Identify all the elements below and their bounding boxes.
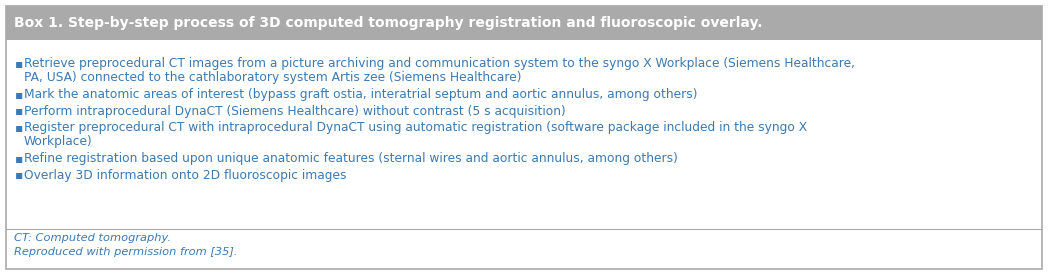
Text: Box 1. Step-by-step process of 3D computed tomography registration and fluorosco: Box 1. Step-by-step process of 3D comput… [14, 16, 763, 30]
Text: ▪: ▪ [15, 57, 23, 70]
Text: Overlay 3D information onto 2D fluoroscopic images: Overlay 3D information onto 2D fluorosco… [24, 169, 347, 182]
Text: ▪: ▪ [15, 169, 23, 182]
Text: CT: Computed tomography.: CT: Computed tomography. [14, 233, 171, 243]
Text: Refine registration based upon unique anatomic features (sternal wires and aorti: Refine registration based upon unique an… [24, 152, 678, 165]
Text: Register preprocedural CT with intraprocedural DynaCT using automatic registrati: Register preprocedural CT with intraproc… [24, 121, 807, 134]
FancyBboxPatch shape [6, 6, 1042, 40]
Text: PA, USA) connected to the cathlaboratory system Artis zee (Siemens Healthcare): PA, USA) connected to the cathlaboratory… [24, 72, 522, 84]
Text: Retrieve preprocedural CT images from a picture archiving and communication syst: Retrieve preprocedural CT images from a … [24, 57, 855, 70]
Text: ▪: ▪ [15, 121, 23, 134]
Text: Reproduced with permission from [35].: Reproduced with permission from [35]. [14, 247, 238, 257]
Text: Mark the anatomic areas of interest (bypass graft ostia, interatrial septum and : Mark the anatomic areas of interest (byp… [24, 88, 698, 101]
Text: ▪: ▪ [15, 104, 23, 117]
Text: ▪: ▪ [15, 152, 23, 165]
Text: Perform intraprocedural DynaCT (Siemens Healthcare) without contrast (5 s acquis: Perform intraprocedural DynaCT (Siemens … [24, 104, 566, 117]
Text: Workplace): Workplace) [24, 136, 93, 148]
Text: ▪: ▪ [15, 88, 23, 101]
FancyBboxPatch shape [6, 6, 1042, 269]
